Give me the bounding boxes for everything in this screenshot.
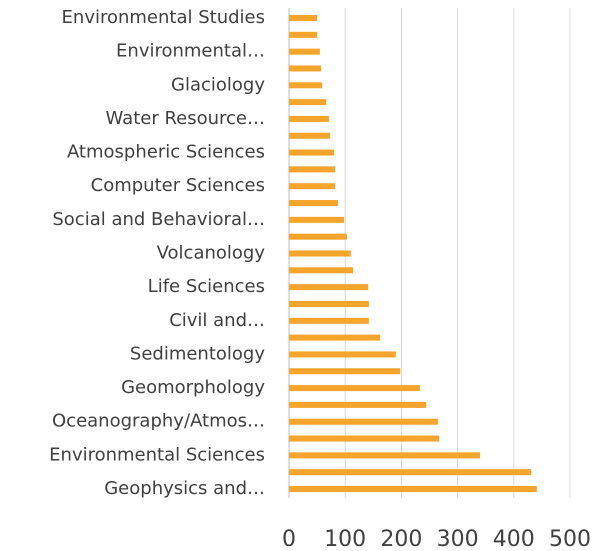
bar (289, 401, 427, 408)
bar (289, 334, 381, 341)
y-tick-label: Oceanography/Atmos… (52, 411, 265, 432)
bar (289, 267, 354, 274)
y-tick-label: Environmental… (116, 41, 265, 62)
bar (289, 233, 347, 240)
bar (289, 200, 338, 207)
y-tick-label: Civil and… (169, 310, 265, 331)
bar (289, 300, 369, 307)
bar (289, 48, 320, 55)
bar (289, 65, 322, 72)
y-tick-label: Geomorphology (121, 377, 265, 398)
x-tick-label: 300 (437, 527, 479, 551)
y-tick-label: Computer Sciences (91, 175, 265, 196)
bar (289, 183, 336, 190)
bar (289, 317, 369, 324)
bar (289, 115, 329, 122)
bar (289, 368, 401, 375)
bar (289, 469, 532, 476)
x-tick-label: 500 (549, 527, 591, 551)
x-tick-label: 100 (324, 527, 366, 551)
bar (289, 284, 369, 291)
bar (289, 15, 318, 21)
bar (289, 435, 440, 442)
bar (289, 82, 323, 89)
y-tick-label: Social and Behavioral… (52, 209, 265, 230)
y-tick-label: Environmental Sciences (49, 444, 265, 465)
bar (289, 486, 537, 492)
bar (289, 418, 438, 425)
x-tick-label: 0 (282, 527, 296, 551)
y-tick-label: Life Sciences (148, 276, 265, 297)
y-tick-label: Water Resource… (106, 108, 265, 129)
bar (289, 149, 334, 156)
bar (289, 166, 336, 173)
bar (289, 351, 396, 358)
y-tick-label: Sedimentology (130, 343, 265, 364)
x-tick-label: 200 (380, 527, 422, 551)
bar (289, 31, 318, 38)
bar (289, 385, 420, 392)
y-tick-label: Atmospheric Sciences (67, 142, 265, 163)
y-tick-label: Glaciology (171, 74, 265, 95)
y-tick-label: Geophysics and… (104, 478, 265, 499)
bar (289, 132, 331, 139)
bar (289, 99, 327, 106)
bar (289, 452, 481, 459)
y-tick-label: Environmental Studies (62, 7, 265, 28)
bar (289, 250, 351, 257)
bar (289, 216, 345, 223)
x-tick-label: 400 (493, 527, 535, 551)
y-tick-label: Volcanology (157, 243, 266, 264)
